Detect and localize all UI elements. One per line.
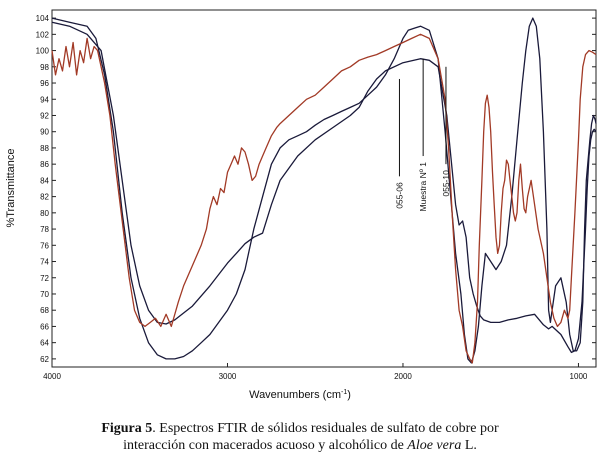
figure-caption: Figura 5. Espectros FTIR de sólidos resi… (0, 420, 600, 454)
y-tick-label: 104 (36, 14, 50, 23)
y-tick-label: 88 (40, 144, 49, 153)
spectrum-line-2 (51, 17, 597, 364)
y-tick-label: 98 (40, 63, 49, 72)
y-tick-label: 78 (40, 225, 49, 234)
y-tick-label: 82 (40, 193, 49, 202)
caption-species-name: Aloe vera (407, 438, 462, 453)
y-tick-label: 80 (40, 209, 49, 218)
y-tick-label: 74 (40, 258, 49, 267)
y-tick-label: 64 (40, 339, 49, 348)
x-tick-label: 1000 (570, 372, 588, 381)
x-tick-label: 4000 (43, 372, 61, 381)
y-tick-label: 76 (40, 241, 49, 250)
plot-frame (51, 9, 597, 368)
spectrum-line-3 (51, 33, 597, 364)
caption-line-2-text-b: L. (461, 438, 477, 453)
y-tick-label: 86 (40, 160, 49, 169)
caption-line-1: Figura 5. Espectros FTIR de sólidos resi… (0, 420, 600, 437)
annotation-label-3: 055-10 (441, 170, 451, 197)
y-tick-label: 92 (40, 111, 49, 120)
annotation-label-2: Muestra Nº 1 (418, 162, 428, 212)
y-tick-label: 70 (40, 290, 49, 299)
x-axis-title-main: Wavenumbers (cm (249, 389, 341, 401)
y-axis-title: %Transmittance (5, 148, 17, 227)
y-tick-label: 102 (36, 30, 50, 39)
y-tick-label: 62 (40, 355, 49, 364)
caption-line-2-text-a: interacción con macerados acuoso y alcoh… (123, 438, 408, 453)
x-tick-label: 2000 (394, 372, 412, 381)
caption-figure-label: Figura 5 (101, 421, 153, 436)
x-axis-title: Wavenumbers (cm-1) (249, 389, 351, 401)
y-tick-label: 94 (40, 95, 49, 104)
y-tick-label: 68 (40, 306, 49, 315)
x-axis-title-close: ) (347, 389, 351, 401)
annotation-label-1: 055-06 (394, 182, 404, 209)
y-tick-label: 84 (40, 176, 49, 185)
spectrum-line-1 (51, 21, 597, 354)
x-axis-ticks: 4000 3000 2000 1000 (43, 363, 588, 381)
caption-line-1-text: . Espectros FTIR de sólidos residuales d… (152, 421, 499, 436)
y-tick-label: 66 (40, 322, 49, 331)
ftir-chart: 62 64 66 68 70 72 74 76 78 80 82 84 86 88 90 92 94 96 98 10… (5, 9, 597, 401)
caption-line-2: interacción con macerados acuoso y alcoh… (0, 437, 600, 454)
x-axis-title-sup: -1 (341, 389, 347, 396)
y-tick-label: 72 (40, 274, 49, 283)
series-group (51, 17, 597, 364)
y-tick-label: 90 (40, 128, 49, 137)
annotation-group: 055-06 Muestra Nº 1 055-10 (394, 58, 451, 212)
y-axis-ticks: 62 64 66 68 70 72 74 76 78 80 82 84 86 88 90 92 94 96 98 10… (36, 14, 596, 364)
y-tick-label: 100 (36, 47, 50, 56)
x-tick-label: 3000 (219, 372, 237, 381)
y-tick-label: 96 (40, 79, 49, 88)
